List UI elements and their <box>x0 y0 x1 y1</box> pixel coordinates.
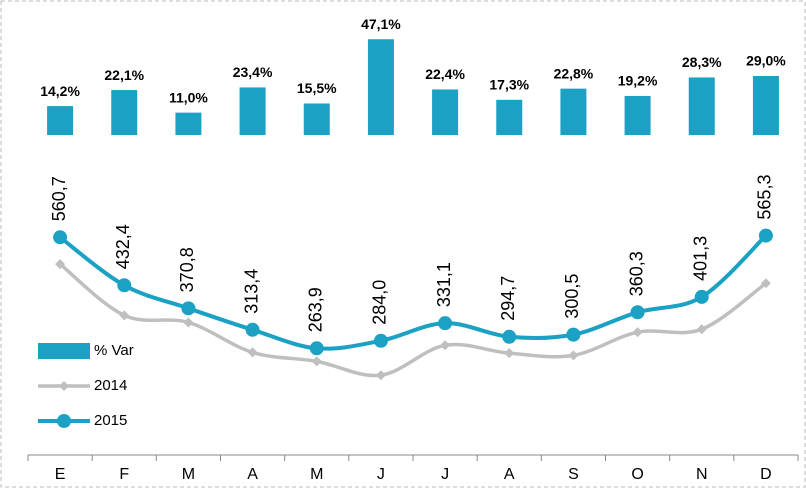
marker <box>55 259 66 270</box>
bar-label: 28,3% <box>682 54 722 70</box>
marker <box>438 316 453 331</box>
marker <box>630 305 645 320</box>
line-label: 331,1 <box>434 262 454 307</box>
bar <box>496 99 523 135</box>
marker <box>119 310 130 321</box>
line-label: 313,4 <box>241 269 261 314</box>
marker <box>117 278 132 293</box>
bar-label: 22,1% <box>104 67 144 83</box>
bar-label: 15,5% <box>297 80 337 96</box>
marker <box>53 230 68 245</box>
line-label: 370,8 <box>177 247 197 292</box>
marker <box>247 347 258 358</box>
marker <box>694 289 709 304</box>
bar-label: 17,3% <box>489 77 529 93</box>
bar <box>175 112 202 135</box>
bar <box>239 87 266 135</box>
line <box>58 262 767 378</box>
marker <box>375 370 386 381</box>
marker <box>758 228 773 243</box>
legend-swatch <box>38 343 90 359</box>
legend-text: % Var <box>94 342 134 359</box>
legend-marker <box>59 381 69 391</box>
line-label: 560,7 <box>49 176 69 221</box>
legend-item: 2014 <box>38 377 127 394</box>
line-label: 294,7 <box>498 276 518 321</box>
x-tick-label: E <box>55 466 66 483</box>
marker <box>760 278 771 289</box>
bar <box>560 88 587 135</box>
marker <box>440 340 451 351</box>
marker <box>566 327 581 342</box>
bar <box>367 39 394 136</box>
bar <box>47 106 74 135</box>
bar <box>303 103 330 135</box>
bar-label: 47,1% <box>361 16 401 32</box>
marker <box>373 333 388 348</box>
x-tick-label: O <box>631 466 643 483</box>
x-tick-label: F <box>119 466 129 483</box>
marker <box>183 317 194 328</box>
marker <box>504 348 515 359</box>
x-tick-label: D <box>760 466 772 483</box>
bar <box>624 95 651 135</box>
x-tick-label: A <box>504 466 515 483</box>
x-tick-label: S <box>568 466 579 483</box>
x-tick-label: M <box>182 466 195 483</box>
marker <box>696 324 707 335</box>
line-label: 432,4 <box>113 224 133 269</box>
bar-label: 19,2% <box>618 73 658 89</box>
x-tick-label: J <box>441 466 449 483</box>
marker <box>311 356 322 367</box>
marker <box>181 301 196 316</box>
marker <box>568 350 579 361</box>
line-label: 284,0 <box>370 280 390 325</box>
bar-label: 22,8% <box>554 65 594 81</box>
bar-label: 14,2% <box>40 83 80 99</box>
bar-label: 23,4% <box>233 64 273 80</box>
bar <box>111 90 138 135</box>
line-label: 565,3 <box>755 175 775 220</box>
bar-label: 29,0% <box>746 53 786 69</box>
bar-label: 11,0% <box>169 89 208 105</box>
x-tick-label: M <box>310 466 323 483</box>
bar <box>688 77 715 135</box>
bar <box>432 89 459 135</box>
legend-text: 2015 <box>94 412 127 429</box>
legend-marker <box>57 414 71 428</box>
line-label: 360,3 <box>626 251 646 296</box>
marker <box>502 329 517 344</box>
legend-text: 2014 <box>94 377 127 394</box>
marker <box>632 327 643 338</box>
legend-item: 2015 <box>38 412 127 429</box>
line-label: 263,9 <box>306 287 326 332</box>
line-label: 300,5 <box>562 274 582 319</box>
x-tick-label: N <box>696 466 708 483</box>
marker <box>245 322 260 337</box>
x-tick-label: J <box>377 466 385 483</box>
bar-label: 22,4% <box>425 66 465 82</box>
x-tick-label: A <box>247 466 258 483</box>
legend-item: % Var <box>38 342 134 359</box>
bar <box>752 76 779 135</box>
line-label: 401,3 <box>691 236 711 281</box>
marker <box>309 341 324 356</box>
